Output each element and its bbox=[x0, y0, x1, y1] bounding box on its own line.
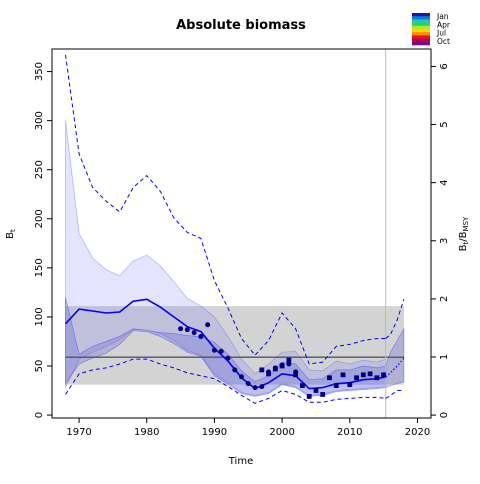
observation-square bbox=[347, 382, 353, 388]
y-left-tick-label: 200 bbox=[34, 209, 45, 228]
legend-label: Jan bbox=[436, 12, 449, 21]
y-right-tick-label: 6 bbox=[439, 63, 450, 69]
legend-swatch bbox=[412, 32, 430, 36]
observation-point bbox=[211, 347, 217, 353]
upper-dashed-projection bbox=[385, 299, 405, 339]
y-left-tick-label: 100 bbox=[34, 307, 45, 326]
y-right-tick-label: 0 bbox=[439, 412, 450, 418]
observation-square bbox=[360, 372, 366, 378]
y-right-tick-label: 1 bbox=[439, 354, 450, 360]
observation-point bbox=[178, 326, 184, 332]
legend-swatch bbox=[412, 16, 430, 20]
observation-square bbox=[374, 375, 380, 381]
lower-dashed-projection bbox=[385, 390, 404, 399]
observation-point bbox=[225, 355, 231, 361]
legend-swatch bbox=[412, 19, 430, 23]
observation-square bbox=[266, 371, 271, 377]
y-axis-left-label: Bt bbox=[5, 229, 17, 239]
y-left-tick-label: 0 bbox=[34, 412, 45, 418]
observation-point bbox=[205, 322, 211, 328]
observation-square bbox=[354, 375, 359, 381]
x-tick-label: 2010 bbox=[337, 427, 362, 438]
legend-swatch bbox=[412, 13, 430, 17]
observation-square bbox=[320, 392, 326, 397]
observation-square bbox=[293, 372, 299, 378]
observation-square bbox=[272, 366, 278, 372]
legend-swatch bbox=[412, 38, 430, 43]
y-axis-right-label: Bt/BMSY bbox=[458, 216, 470, 251]
y-axis-left: 0 50 100 150 200 250 300 350 bbox=[34, 62, 52, 418]
y-left-tick-label: 250 bbox=[34, 160, 45, 179]
legend-swatch bbox=[412, 41, 430, 46]
biomass-projection-line bbox=[385, 357, 405, 378]
y-right-tick-label: 3 bbox=[439, 238, 450, 244]
observation-point bbox=[232, 367, 238, 373]
observation-square bbox=[259, 367, 265, 373]
x-tick-label: 1990 bbox=[202, 427, 227, 438]
x-axis-label: Time bbox=[228, 456, 253, 467]
y-right-tick-label: 5 bbox=[439, 121, 450, 127]
legend-swatch bbox=[412, 29, 430, 33]
y-left-tick-label: 300 bbox=[34, 111, 45, 130]
observation-point bbox=[252, 385, 258, 391]
x-tick-label: 1980 bbox=[134, 427, 159, 438]
observation-point bbox=[259, 384, 265, 390]
y-left-tick-label: 150 bbox=[34, 258, 45, 277]
observation-point bbox=[239, 374, 244, 380]
y-right-tick-label: 2 bbox=[439, 296, 450, 302]
legend-label: Jul bbox=[436, 29, 446, 38]
legend-label: Oct bbox=[437, 37, 450, 46]
observation-point bbox=[184, 327, 190, 333]
y-left-tick-label: 350 bbox=[34, 62, 45, 81]
legend-swatch bbox=[412, 22, 430, 27]
y-left-tick-label: 50 bbox=[34, 360, 45, 373]
ci-projection-band bbox=[385, 327, 405, 389]
observation-square bbox=[340, 372, 346, 378]
plot-area bbox=[64, 49, 405, 418]
x-tick-label: 2000 bbox=[269, 427, 294, 438]
observation-point bbox=[218, 348, 224, 354]
observation-square bbox=[306, 394, 312, 399]
observation-square bbox=[279, 363, 285, 369]
chart-title: Absolute biomass bbox=[176, 18, 306, 33]
x-axis: 1970 1980 1990 2000 2010 2020 bbox=[66, 418, 430, 438]
observation-point bbox=[245, 381, 251, 387]
observation-square bbox=[286, 357, 292, 363]
lower-dashed-line bbox=[65, 358, 386, 404]
plot-frame bbox=[51, 48, 432, 419]
legend-label: Apr bbox=[437, 20, 451, 29]
upper-dashed-line bbox=[65, 54, 386, 365]
observation-square bbox=[327, 375, 332, 381]
legend-swatch bbox=[412, 35, 430, 39]
observation-point bbox=[286, 361, 292, 367]
y-right-tick-label: 4 bbox=[439, 179, 450, 185]
observation-square bbox=[313, 388, 319, 393]
x-tick-label: 2020 bbox=[405, 427, 430, 438]
observation-square bbox=[333, 383, 339, 389]
observation-point bbox=[191, 330, 197, 336]
observation-point bbox=[198, 334, 204, 340]
legend-swatch bbox=[412, 25, 430, 30]
observation-square bbox=[381, 372, 387, 378]
y-axis-right: 0 1 2 3 4 5 6 bbox=[431, 63, 450, 418]
observation-square bbox=[300, 383, 305, 389]
x-tick-label: 1970 bbox=[66, 427, 91, 438]
observation-square bbox=[367, 371, 373, 377]
